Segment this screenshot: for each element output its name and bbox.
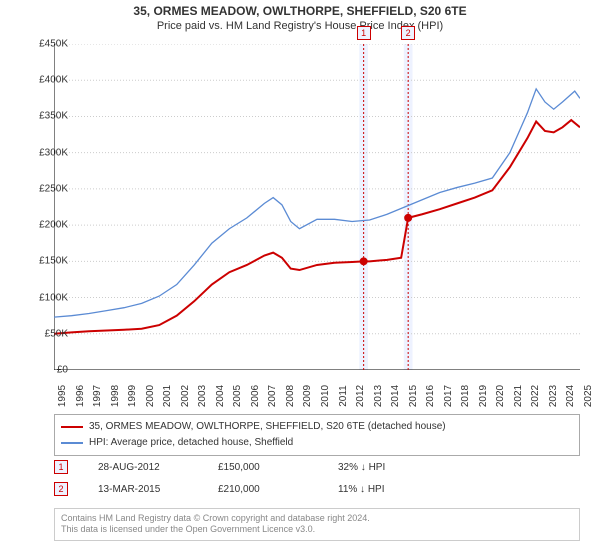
x-axis-label: 2013 xyxy=(373,385,384,407)
x-axis-label: 2003 xyxy=(197,385,208,407)
x-axis-label: 2024 xyxy=(565,385,576,407)
x-axis-label: 2016 xyxy=(425,385,436,407)
y-axis-label: £350K xyxy=(18,111,68,122)
x-axis-label: 1999 xyxy=(127,385,138,407)
y-axis-label: £450K xyxy=(18,39,68,50)
sale-date: 13-MAR-2015 xyxy=(98,484,188,495)
legend: 35, ORMES MEADOW, OWLTHORPE, SHEFFIELD, … xyxy=(54,414,580,456)
sale-price: £150,000 xyxy=(218,462,308,473)
legend-swatch-hpi xyxy=(61,442,83,444)
x-axis-label: 1996 xyxy=(75,385,86,407)
sale-price: £210,000 xyxy=(218,484,308,495)
x-axis-label: 2019 xyxy=(478,385,489,407)
x-axis-label: 1998 xyxy=(110,385,121,407)
legend-row: HPI: Average price, detached house, Shef… xyxy=(61,435,573,451)
sale-marker-2: 2 xyxy=(54,482,68,496)
footer-line: Contains HM Land Registry data © Crown c… xyxy=(61,513,573,524)
sale-date: 28-AUG-2012 xyxy=(98,462,188,473)
sale-record: 2 13-MAR-2015 £210,000 11% ↓ HPI xyxy=(54,482,580,496)
y-axis-label: £0 xyxy=(18,365,68,376)
legend-label: HPI: Average price, detached house, Shef… xyxy=(89,436,293,450)
page-title: 35, ORMES MEADOW, OWLTHORPE, SHEFFIELD, … xyxy=(0,4,600,18)
x-axis-label: 1997 xyxy=(92,385,103,407)
legend-row: 35, ORMES MEADOW, OWLTHORPE, SHEFFIELD, … xyxy=(61,419,573,435)
y-axis-label: £100K xyxy=(18,292,68,303)
y-axis-label: £250K xyxy=(18,183,68,194)
y-axis-label: £150K xyxy=(18,256,68,267)
x-axis-label: 2011 xyxy=(338,385,349,407)
x-axis-label: 2002 xyxy=(180,385,191,407)
x-axis-label: 2020 xyxy=(495,385,506,407)
x-axis-label: 2010 xyxy=(320,385,331,407)
x-axis-label: 2007 xyxy=(267,385,278,407)
y-axis-label: £200K xyxy=(18,220,68,231)
footer-line: This data is licensed under the Open Gov… xyxy=(61,524,573,535)
x-axis-label: 2008 xyxy=(285,385,296,407)
chart-sale-marker: 1 xyxy=(357,26,371,40)
x-axis-label: 2023 xyxy=(548,385,559,407)
x-axis-label: 2001 xyxy=(162,385,173,407)
y-axis-label: £50K xyxy=(18,328,68,339)
x-axis-label: 1995 xyxy=(57,385,68,407)
x-axis-label: 2015 xyxy=(408,385,419,407)
x-axis-label: 2021 xyxy=(513,385,524,407)
page-subtitle: Price paid vs. HM Land Registry's House … xyxy=(0,20,600,32)
sale-delta: 11% ↓ HPI xyxy=(338,484,428,495)
x-axis-label: 2022 xyxy=(530,385,541,407)
footer-attribution: Contains HM Land Registry data © Crown c… xyxy=(54,508,580,541)
x-axis-label: 2006 xyxy=(250,385,261,407)
legend-label: 35, ORMES MEADOW, OWLTHORPE, SHEFFIELD, … xyxy=(89,420,446,434)
chart-sale-marker: 2 xyxy=(401,26,415,40)
legend-swatch-property xyxy=(61,426,83,428)
x-axis-label: 2009 xyxy=(302,385,313,407)
price-chart xyxy=(54,44,580,370)
sale-delta: 32% ↓ HPI xyxy=(338,462,428,473)
x-axis-label: 2025 xyxy=(583,385,594,407)
sale-record: 1 28-AUG-2012 £150,000 32% ↓ HPI xyxy=(54,460,580,474)
x-axis-label: 2005 xyxy=(232,385,243,407)
y-axis-label: £400K xyxy=(18,75,68,86)
x-axis-label: 2018 xyxy=(460,385,471,407)
y-axis-label: £300K xyxy=(18,147,68,158)
x-axis-label: 2004 xyxy=(215,385,226,407)
sale-marker-1: 1 xyxy=(54,460,68,474)
x-axis-label: 2017 xyxy=(443,385,454,407)
x-axis-label: 2012 xyxy=(355,385,366,407)
x-axis-label: 2000 xyxy=(145,385,156,407)
x-axis-label: 2014 xyxy=(390,385,401,407)
